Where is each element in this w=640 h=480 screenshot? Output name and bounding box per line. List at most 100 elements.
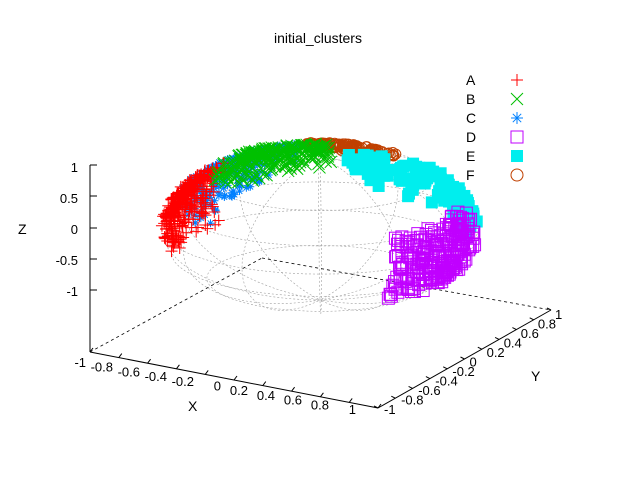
point-A xyxy=(195,191,208,204)
point-E xyxy=(357,154,370,167)
x-tick-label: 1 xyxy=(349,402,356,417)
point-E xyxy=(378,153,391,166)
point-C xyxy=(219,184,228,193)
y-tick-label: -0.6 xyxy=(418,383,440,398)
y-tick-mark-5 xyxy=(460,356,465,360)
point-A xyxy=(188,201,201,214)
point-E xyxy=(410,170,423,183)
legend-label-A: A xyxy=(466,72,476,88)
point-A xyxy=(193,210,206,223)
y-tick-mark-2 xyxy=(408,385,413,389)
chart-title: initial_clusters xyxy=(274,30,362,46)
y-tick-label: -0.2 xyxy=(452,364,474,379)
y-axis-label: Y xyxy=(531,368,541,384)
y-tick-label: -1 xyxy=(384,402,396,417)
point-A xyxy=(187,199,200,212)
point-C xyxy=(230,190,239,199)
legend-marker-E xyxy=(511,150,523,162)
x-tick-mark-5 xyxy=(233,375,238,381)
point-F xyxy=(390,148,402,160)
x-tick-label: 0.6 xyxy=(284,393,302,408)
point-D xyxy=(427,230,441,244)
series-B xyxy=(208,137,338,189)
point-A xyxy=(209,218,222,231)
x-tick-label: -0.8 xyxy=(91,360,113,375)
point-B xyxy=(306,144,320,158)
y-tick-mark-0 xyxy=(373,405,379,409)
point-B xyxy=(275,161,288,174)
point-C xyxy=(214,191,223,200)
point-D xyxy=(428,226,442,240)
z-tick-0: 0 xyxy=(71,222,78,237)
point-A xyxy=(167,222,180,235)
point-B xyxy=(288,141,302,155)
x-tick-mark-2 xyxy=(147,358,152,364)
point-D xyxy=(431,272,445,286)
point-B xyxy=(320,142,334,156)
point-B xyxy=(263,158,276,172)
back-edge-left xyxy=(89,257,263,353)
legend-label-B: B xyxy=(466,91,475,107)
point-C xyxy=(264,170,273,179)
point-A xyxy=(208,205,221,218)
point-B xyxy=(285,139,298,153)
x-tick-label: 0 xyxy=(214,379,221,394)
point-D xyxy=(431,276,445,290)
point-D xyxy=(445,262,459,276)
point-D xyxy=(403,251,417,265)
x-tick-label: -0.2 xyxy=(172,374,194,389)
point-B xyxy=(319,155,333,168)
series-A xyxy=(155,157,231,258)
legend-marker-B xyxy=(510,92,524,106)
point-E xyxy=(405,182,418,195)
point-A xyxy=(169,200,182,213)
point-A xyxy=(182,212,195,225)
point-C xyxy=(201,169,210,178)
z-tick-1: 1 xyxy=(71,160,78,175)
point-D xyxy=(451,228,465,242)
point-A xyxy=(165,227,178,240)
point-C xyxy=(229,187,238,196)
point-E xyxy=(425,196,438,209)
point-E xyxy=(368,160,381,173)
point-D xyxy=(384,289,398,303)
point-A xyxy=(200,185,213,198)
point-D xyxy=(422,263,436,277)
point-D xyxy=(451,205,465,219)
point-D xyxy=(457,219,471,233)
legend-label-E: E xyxy=(466,148,475,164)
point-D xyxy=(450,247,464,261)
x-tick-label: -1 xyxy=(74,355,86,370)
x-axis-label: X xyxy=(188,398,198,414)
point-D xyxy=(381,291,395,305)
y-tick-label: 0.8 xyxy=(538,317,556,332)
legend-marker-D xyxy=(510,130,524,144)
point-B xyxy=(274,146,288,160)
point-A xyxy=(205,198,218,211)
point-A xyxy=(163,201,176,214)
point-D xyxy=(459,252,473,266)
point-B xyxy=(296,153,310,167)
point-A xyxy=(158,231,171,244)
point-A xyxy=(180,226,193,239)
point-A xyxy=(192,169,205,182)
point-B xyxy=(220,167,233,181)
point-B xyxy=(260,168,273,182)
point-C xyxy=(246,182,255,191)
legend-marker-A xyxy=(511,74,523,86)
point-B xyxy=(235,154,249,167)
point-D xyxy=(412,278,426,292)
legend-marker-C xyxy=(511,112,523,124)
point-A xyxy=(166,235,179,248)
point-A xyxy=(191,175,204,188)
point-B xyxy=(305,152,318,165)
y-tick-label: 0.4 xyxy=(504,336,522,351)
data-points xyxy=(155,137,483,305)
point-A xyxy=(194,194,207,207)
point-B xyxy=(312,157,325,171)
x-tick-label: 0.4 xyxy=(257,388,275,403)
point-D xyxy=(443,233,457,247)
point-A xyxy=(180,182,193,195)
point-A xyxy=(177,197,190,210)
point-A xyxy=(173,241,186,254)
